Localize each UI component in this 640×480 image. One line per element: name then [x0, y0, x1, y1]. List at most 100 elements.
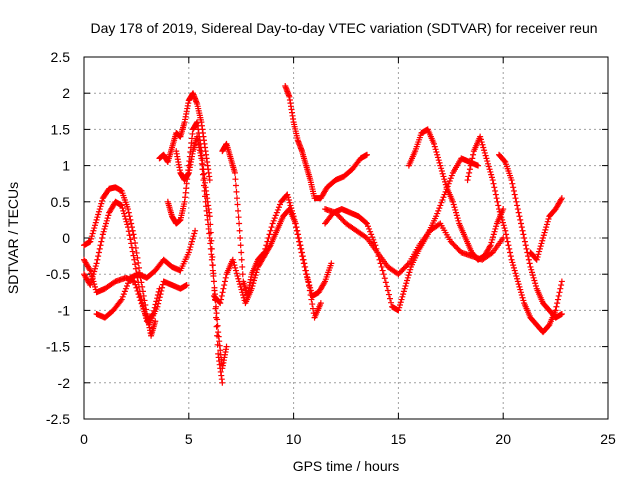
data-point	[95, 208, 102, 215]
data-point	[454, 245, 461, 252]
data-point	[398, 296, 405, 303]
data-point	[136, 294, 143, 301]
data-point	[97, 203, 104, 210]
data-point	[135, 291, 142, 298]
data-point	[87, 238, 94, 245]
data-point	[484, 158, 491, 165]
data-point	[498, 214, 505, 221]
data-point	[432, 146, 439, 153]
series-arc-k	[322, 155, 482, 314]
data-point	[269, 220, 276, 227]
data-point	[340, 217, 347, 224]
data-point	[481, 147, 488, 154]
data-point	[95, 253, 102, 260]
data-point	[482, 152, 489, 159]
data-point	[407, 266, 414, 273]
data-point	[507, 253, 514, 260]
data-point	[152, 318, 159, 325]
data-point	[220, 285, 227, 292]
data-point	[206, 213, 213, 220]
data-point	[552, 307, 559, 314]
data-point	[516, 213, 523, 220]
data-point	[366, 225, 373, 232]
data-point	[466, 169, 473, 176]
data-point	[328, 260, 335, 267]
data-point	[438, 165, 445, 172]
data-point	[487, 242, 494, 249]
data-point	[478, 139, 485, 146]
data-point	[124, 221, 131, 228]
data-point	[488, 239, 495, 246]
data-point	[232, 267, 239, 274]
data-point	[89, 230, 96, 237]
data-point	[494, 198, 501, 205]
data-point	[528, 266, 535, 273]
data-point	[505, 242, 512, 249]
data-point	[91, 268, 98, 275]
data-point	[103, 217, 110, 224]
data-point	[111, 279, 118, 286]
data-point	[530, 274, 537, 281]
data-point	[210, 278, 217, 285]
data-point	[455, 246, 462, 253]
data-point	[470, 151, 477, 158]
data-point	[127, 216, 134, 223]
data-point	[121, 213, 128, 220]
data-point	[532, 282, 539, 289]
data-point	[402, 282, 409, 289]
data-point	[202, 193, 209, 200]
data-point	[451, 204, 458, 211]
y-tick-labels: -2.5 -2 -1.5 -1 -0.5 0 0.5 1 1.5 2 2.5	[46, 49, 70, 427]
data-point	[191, 230, 198, 237]
data-point	[265, 235, 272, 241]
data-point	[508, 256, 515, 263]
data-point	[383, 283, 390, 290]
data-point	[186, 246, 193, 253]
data-point	[219, 289, 226, 296]
data-point	[293, 224, 300, 231]
data-point	[93, 216, 100, 223]
data-point	[508, 177, 515, 184]
data-point	[128, 244, 135, 251]
data-point	[201, 187, 208, 194]
data-point	[542, 226, 549, 233]
data-point	[510, 262, 517, 269]
data-point	[92, 222, 99, 229]
data-point	[125, 280, 132, 287]
data-point	[207, 245, 214, 252]
data-point	[518, 289, 525, 296]
data-point	[483, 155, 490, 162]
data-point	[496, 206, 503, 213]
data-point	[363, 220, 370, 227]
data-point	[400, 265, 407, 272]
data-point	[131, 278, 138, 285]
data-point	[268, 224, 275, 231]
data-point	[213, 323, 220, 330]
data-point	[486, 243, 493, 250]
data-point	[237, 235, 244, 241]
data-point	[441, 191, 448, 198]
data-point	[98, 200, 105, 207]
data-point	[510, 264, 517, 271]
data-point	[207, 240, 214, 247]
data-point	[388, 299, 395, 306]
data-point	[132, 265, 139, 272]
series-arc-f	[164, 119, 226, 386]
data-point	[158, 287, 165, 294]
data-point	[287, 202, 294, 209]
data-point	[275, 204, 282, 211]
data-points	[81, 82, 565, 386]
data-point	[436, 159, 443, 166]
data-point	[447, 175, 454, 182]
data-point	[300, 256, 307, 263]
series-arc-p	[527, 195, 565, 263]
data-point	[239, 289, 246, 296]
data-point	[555, 292, 562, 299]
x-tick-label: 25	[600, 431, 616, 447]
data-point	[522, 242, 529, 249]
data-point	[436, 221, 443, 228]
data-point	[100, 228, 107, 235]
data-point	[297, 242, 304, 249]
data-point	[469, 155, 476, 162]
data-point	[506, 245, 513, 252]
